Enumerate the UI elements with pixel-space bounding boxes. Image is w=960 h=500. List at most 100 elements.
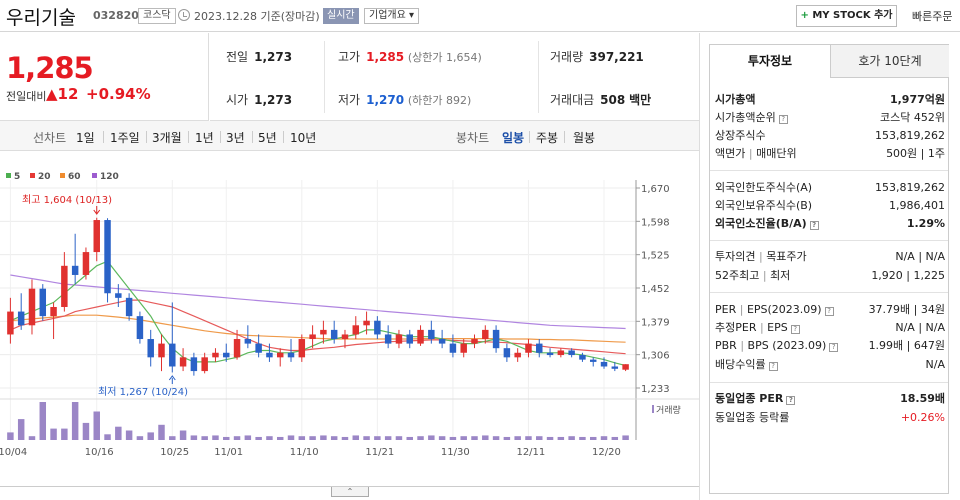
help-icon[interactable]: ? [790, 325, 800, 334]
plus-icon: + [800, 10, 809, 21]
line-chart-tab[interactable]: 선차트 [33, 131, 67, 145]
info-row-sublabel: 목표주가 [766, 250, 807, 263]
info-row-key: 52주최고 | 최저 [715, 267, 790, 285]
info-row-key: 상장주식수 [715, 127, 766, 145]
candle-body [201, 357, 208, 372]
tab-3y[interactable]: 3년 [226, 131, 245, 145]
info-row-key: 추정PER | EPS? [715, 319, 800, 337]
info-row-sublabel: EPS(2023.09) [746, 303, 822, 316]
y-tick-label: 1,306 [641, 351, 670, 362]
volume-bar [125, 430, 133, 440]
help-icon[interactable]: ? [778, 115, 788, 124]
info-row-key: 투자의견 | 목표주가 [715, 248, 807, 266]
volume-bar [482, 435, 489, 440]
info-row-value: 500원 | 1주 [886, 147, 945, 160]
volume-bar [287, 435, 295, 440]
investment-info-panel: 투자정보 호가 10단계 시가총액 1,977억원 시가총액순위? 코스닥 452위 상… [709, 44, 949, 494]
volume-bar [298, 436, 306, 440]
info-row-value: 1,986,401 [889, 199, 945, 212]
tab-3m[interactable]: 3개월 [152, 131, 182, 145]
prev-close-label: 전일 [226, 50, 249, 64]
info-row: 액면가 | 매매단위 500원 | 1주 [715, 145, 945, 163]
quick-order-link[interactable]: 빠른주문 [912, 10, 953, 23]
x-tick-label: 10/25 [160, 447, 189, 458]
tab-investment-info[interactable]: 투자정보 [710, 45, 830, 78]
candle-body [374, 320, 381, 335]
tab-1y[interactable]: 1년 [195, 131, 214, 145]
tab-1w[interactable]: 1주일 [110, 131, 140, 145]
prev-close-value: 1,273 [254, 50, 293, 64]
volume-bar [61, 428, 68, 440]
volume-bar [255, 436, 262, 440]
info-row-key: 배당수익률? [715, 356, 778, 374]
x-tick-label: 11/21 [365, 447, 394, 458]
candle-body [147, 339, 154, 358]
help-icon[interactable]: ? [809, 221, 819, 230]
open-value: 1,273 [254, 93, 293, 107]
help-icon[interactable]: ? [829, 343, 839, 352]
add-mystock-label: MY STOCK 추가 [812, 10, 893, 21]
volume-bar [363, 436, 370, 440]
info-row-label: 동일업종 등락률 [715, 411, 790, 424]
company-info-dropdown[interactable]: 기업개요 ▾ [364, 8, 419, 24]
x-tick-label: 12/20 [592, 447, 621, 458]
x-tick-label: 10/04 [0, 447, 27, 458]
key-divider: | [756, 321, 768, 334]
info-row-key: 동일업종 PER? [715, 390, 796, 408]
add-mystock-button[interactable]: + MY STOCK 추가 [796, 5, 897, 27]
volume: 거래량 397,221 [550, 48, 644, 65]
volume-bar [212, 435, 219, 440]
candle-chart-tab[interactable]: 봉차트 [456, 131, 490, 145]
volume-bar [50, 428, 57, 440]
min-arrow-head [168, 375, 176, 381]
info-row-label: 외국인한도주식수(A) [715, 181, 813, 194]
info-row-key: 동일업종 등락률 [715, 409, 789, 427]
volume-bar [352, 435, 360, 440]
tab-5y[interactable]: 5년 [258, 131, 277, 145]
tab-hoga-10[interactable]: 호가 10단계 [830, 45, 949, 78]
tab-1d[interactable]: 1일 [76, 131, 95, 145]
info-row: 시가총액순위? 코스닥 452위 [715, 109, 945, 127]
max-price-label: 최고 1,604 (10/13) [22, 194, 112, 206]
y-tick-label: 1,525 [641, 251, 670, 262]
ma-legend-20: 20 [30, 172, 51, 182]
help-icon[interactable]: ? [824, 307, 834, 316]
tab-monthly[interactable]: 월봉 [573, 131, 596, 145]
price-change: ▲12 [46, 85, 79, 103]
volume-bar [244, 435, 252, 440]
volume-bar [536, 436, 543, 440]
tab-weekly[interactable]: 주봉 [536, 131, 559, 145]
price-chart[interactable]: 1,670 1,598 1,525 1,452 1,379 1,306 1,233 10/04… [0, 152, 699, 487]
tab-daily[interactable]: 일봉 [502, 131, 525, 145]
volume-bar [438, 436, 446, 440]
candle-body [82, 252, 90, 275]
candle-body [514, 352, 521, 358]
info-row-label: 외국인소진율(B/A) [715, 217, 807, 230]
ma20-line [10, 299, 626, 355]
volume-bar [503, 436, 511, 440]
help-icon[interactable]: ? [786, 396, 796, 405]
divider [324, 41, 325, 113]
help-icon[interactable]: ? [768, 362, 778, 371]
info-row-value: 코스닥 452위 [880, 111, 945, 124]
price-summary: 1,285 전일대비 ▲12 +0.94% [0, 33, 209, 121]
info-row-key: 시가총액 [715, 91, 755, 109]
tab-10y[interactable]: 10년 [290, 131, 317, 145]
realtime-button[interactable]: 실시간 [323, 8, 359, 24]
candle-body [320, 329, 327, 335]
info-row: 동일업종 PER? 18.59배 [715, 390, 945, 408]
chart-resize-handle[interactable]: ⌃ [331, 487, 369, 497]
candle-body [449, 343, 457, 353]
candle-body [179, 357, 187, 367]
volume-bar [449, 436, 457, 440]
volume-bar [190, 435, 198, 440]
candle-body [568, 350, 575, 356]
x-tick-label: 12/11 [516, 447, 545, 458]
key-divider: | [745, 147, 757, 160]
candle-body [482, 329, 489, 340]
info-row-label: 배당수익률 [715, 358, 766, 371]
y-tick-label: 1,598 [641, 217, 670, 228]
candle-body [352, 325, 360, 335]
candle-body [525, 343, 532, 353]
